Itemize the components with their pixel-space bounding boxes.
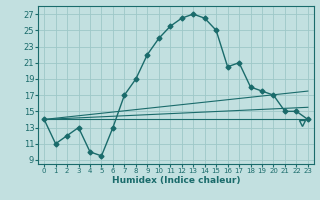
X-axis label: Humidex (Indice chaleur): Humidex (Indice chaleur) xyxy=(112,176,240,185)
